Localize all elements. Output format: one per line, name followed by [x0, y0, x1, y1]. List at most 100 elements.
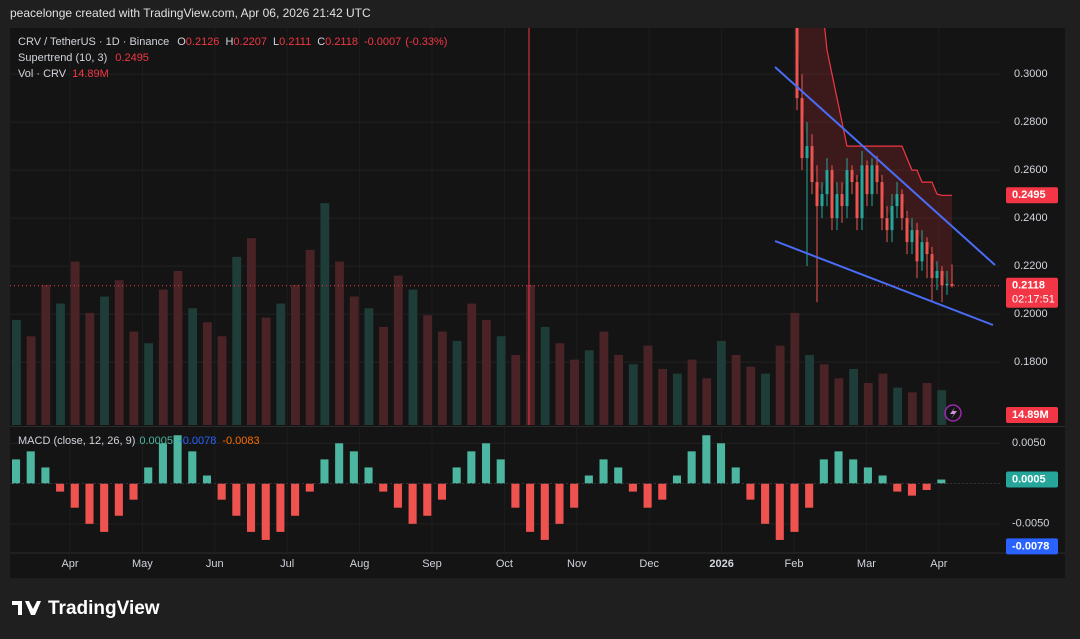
x-tick-label: Apr [61, 558, 78, 570]
volume-bar [291, 284, 300, 425]
volume-bar [379, 326, 388, 425]
change: -0.0007 [364, 36, 401, 48]
x-tick-label: Dec [639, 558, 659, 570]
macd-bar [188, 451, 197, 484]
candle-body [920, 242, 924, 262]
macd-bar [482, 443, 491, 484]
volume-bar [232, 256, 242, 425]
volume-bar [70, 261, 80, 425]
supertrend-price-label: 0.2495 [1012, 189, 1046, 201]
macd-label: -0.0078 [1012, 540, 1049, 552]
x-tick-label: Aug [350, 558, 370, 570]
macd-bar [907, 483, 917, 496]
volume-bar [599, 331, 609, 425]
volume-bar [12, 319, 21, 425]
macd-bar [173, 435, 182, 484]
macd-bar [658, 483, 667, 500]
x-tick-label: Mar [857, 558, 876, 570]
volume-bar [702, 378, 712, 425]
candle-body [950, 283, 954, 286]
candle-body [895, 194, 899, 207]
macd-bar [746, 483, 755, 500]
candle-body [945, 283, 949, 286]
macd-bar [790, 483, 799, 532]
legend-macd: MACD (close, 12, 26, 9) 0.0005 -0.0078 -0.0… [18, 435, 260, 447]
volume-bar [731, 354, 741, 425]
macd-bar [41, 467, 50, 484]
volume-value: 14.89M [72, 68, 109, 80]
countdown: 02:17:51 [1012, 294, 1055, 306]
candle-body [800, 98, 804, 159]
macd-bar [217, 483, 226, 500]
macd-bar [849, 459, 858, 484]
ohlc-key: H [225, 36, 233, 48]
ohlc-value: 0.2111 [279, 36, 311, 48]
volume-bar [717, 340, 726, 425]
x-tick-label: Sep [422, 558, 442, 570]
volume-bar [393, 275, 403, 425]
macd-bar [643, 483, 652, 508]
candle-body [890, 206, 894, 231]
symbol: CRV / TetherUS · 1D · Binance [18, 36, 169, 48]
volume-bar [129, 331, 139, 425]
alert-icon[interactable] [944, 404, 962, 422]
macd-bar [511, 483, 520, 508]
legend-supertrend: Supertrend (10, 3) 0.2495 [18, 52, 149, 64]
volume-bar [907, 392, 917, 425]
macd-bar [717, 443, 726, 484]
volume-bar [819, 364, 829, 425]
volume-bar [408, 289, 418, 425]
volume-bar [158, 289, 168, 425]
volume-bar [805, 354, 814, 425]
macd-value: -0.0078 [179, 435, 216, 447]
candle-body [915, 230, 919, 262]
y-tick-label: 0.2600 [1014, 164, 1048, 176]
candle-body [845, 170, 849, 207]
volume-bar [922, 382, 932, 425]
macd-bar [85, 483, 94, 524]
volume-bar [628, 364, 638, 425]
candle-body [805, 146, 809, 159]
legend-title: CRV / TetherUS · 1D · Binance O0.2126 H0.2… [18, 36, 447, 48]
last-price-label-box [1006, 277, 1058, 308]
macd-bar [56, 483, 65, 492]
logo-icon [12, 601, 41, 615]
macd-bar [599, 459, 608, 484]
volume-bar [687, 359, 697, 425]
macd-bar [863, 467, 872, 484]
candle-body [930, 254, 934, 279]
volume-bar [834, 378, 844, 425]
volume-bar [849, 368, 858, 425]
volume-bar [863, 382, 873, 425]
candle-body [935, 270, 939, 279]
volume-bar [364, 308, 374, 425]
volume-bar [878, 373, 888, 425]
macd-bar [628, 483, 637, 492]
macd-bar [335, 443, 344, 484]
volume-bar [511, 354, 521, 425]
y-tick-label: 0.2000 [1014, 308, 1048, 320]
macd-bar [805, 483, 814, 508]
macd-bar [261, 483, 270, 540]
macd-bar [731, 467, 740, 484]
volume-bar [614, 354, 623, 425]
alert-icon-bolt [950, 407, 957, 419]
last-price-label: 0.2118 [1012, 280, 1045, 292]
histogram-label: 0.0005 [1012, 473, 1046, 485]
volume-bar [658, 368, 668, 425]
candle-body [900, 194, 904, 219]
volume-bar [937, 390, 947, 425]
ohlc-value: 0.2118 [325, 36, 358, 48]
macd-bar [834, 451, 843, 484]
candle-body [830, 170, 834, 219]
candle-body [795, 28, 799, 99]
macd-bar [320, 459, 329, 484]
macd-name: MACD (close, 12, 26, 9) [18, 435, 135, 447]
macd-bar [305, 483, 314, 492]
volume-label-box [1006, 407, 1058, 423]
volume-bar [893, 387, 903, 425]
volume-bar [643, 345, 653, 425]
volume-bar [100, 296, 109, 425]
volume-bar [320, 203, 330, 425]
